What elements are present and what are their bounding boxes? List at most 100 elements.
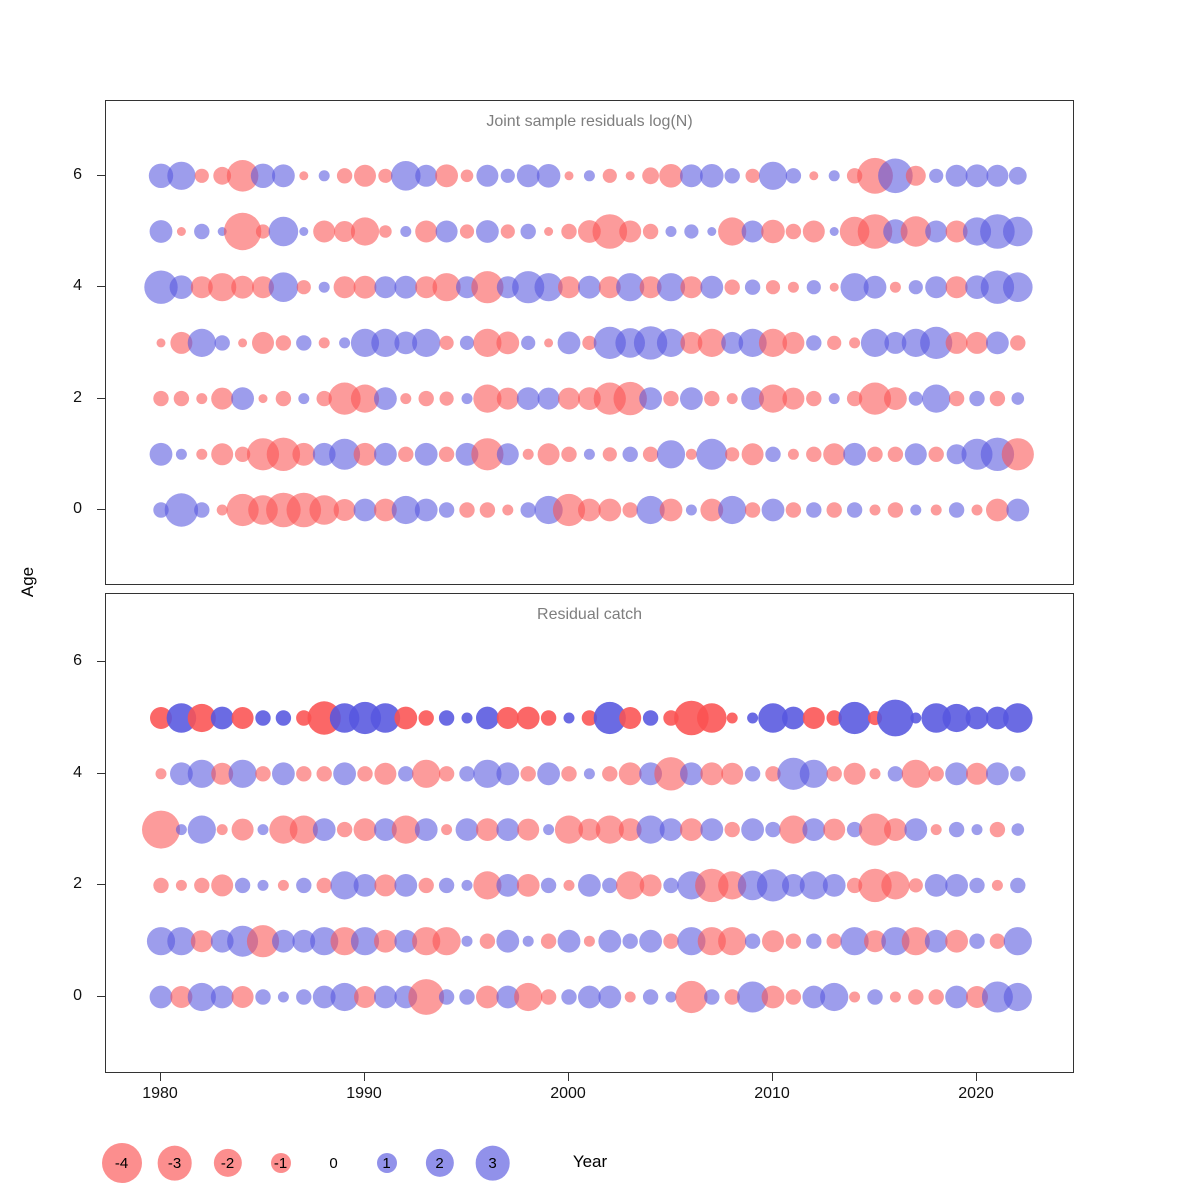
y-tick-mark	[97, 661, 105, 663]
residual-bubble	[166, 703, 197, 733]
residual-bubble	[268, 216, 299, 247]
residual-bubble	[333, 499, 356, 521]
residual-bubble	[758, 703, 788, 733]
residual-bubble	[561, 223, 577, 240]
residual-bubble	[1001, 438, 1034, 471]
residual-bubble	[616, 871, 645, 900]
residual-bubble	[394, 331, 418, 355]
residual-bubble	[412, 328, 441, 357]
residual-bubble	[680, 762, 703, 786]
residual-bubble	[846, 821, 863, 838]
residual-bubble	[785, 502, 802, 518]
residual-bubble	[226, 160, 259, 192]
residual-bubble	[765, 766, 781, 782]
residual-bubble	[966, 762, 988, 785]
residual-bubble	[292, 929, 316, 953]
residual-bubble	[1003, 703, 1033, 733]
residual-bubble	[656, 440, 686, 469]
residual-bubble	[476, 164, 499, 187]
residual-bubble	[659, 164, 683, 188]
residual-bubble	[945, 929, 968, 953]
residual-bubble	[785, 933, 802, 949]
residual-bubble	[864, 930, 886, 953]
legend-value-label: 0	[329, 1154, 338, 1172]
residual-bubble	[266, 437, 301, 471]
residual-bubble	[829, 282, 839, 292]
residual-bubble	[578, 985, 601, 1009]
residual-bubble	[765, 821, 781, 838]
residual-bubble	[277, 991, 289, 1003]
residual-bubble	[394, 275, 418, 299]
residual-bubble	[905, 165, 926, 186]
residual-bubble	[339, 337, 351, 349]
residual-bubble	[582, 335, 597, 350]
residual-bubble	[602, 877, 618, 894]
residual-bubble	[476, 220, 499, 243]
residual-bubble	[802, 220, 825, 243]
residual-bubble	[534, 273, 563, 302]
residual-bubble	[496, 762, 520, 786]
residual-bubble	[945, 164, 968, 187]
residual-bubble	[522, 448, 534, 460]
residual-bubble	[438, 989, 455, 1005]
y-axis-label: Age	[18, 566, 37, 598]
residual-bubble	[583, 768, 595, 780]
y-tick-label: 6	[73, 652, 82, 670]
residual-bubble	[374, 387, 397, 410]
residual-bubble	[613, 381, 647, 416]
legend-item: 3	[466, 1133, 519, 1193]
residual-bubble	[435, 220, 458, 243]
residual-bubble	[602, 766, 618, 782]
residual-bubble	[438, 502, 455, 518]
residual-bubble	[471, 438, 504, 471]
residual-bubble	[234, 877, 251, 894]
residual-bubble	[418, 390, 434, 407]
residual-bubble	[459, 766, 475, 782]
y-tick-label: 4	[73, 277, 82, 295]
residual-bubble	[353, 874, 377, 897]
residual-bubble	[680, 276, 703, 299]
residual-bubble	[581, 710, 598, 726]
residual-bubble	[785, 989, 802, 1005]
residual-bubble	[700, 164, 724, 188]
residual-bubble	[333, 762, 356, 786]
residual-bubble	[1010, 335, 1026, 351]
residual-bubble	[211, 443, 234, 466]
residual-bubble	[336, 821, 353, 838]
residual-bubble	[659, 498, 683, 522]
residual-bubble	[330, 871, 359, 900]
residual-bubble	[928, 446, 944, 462]
residual-bubble	[602, 168, 617, 183]
residual-bubble	[619, 707, 642, 729]
residual-bubble	[718, 927, 747, 956]
residual-bubble	[394, 874, 418, 897]
residual-bubble	[296, 710, 312, 726]
residual-bubble	[685, 448, 697, 460]
residual-bubble	[860, 328, 890, 357]
residual-bubble	[333, 276, 356, 299]
residual-bubble	[1010, 877, 1026, 894]
residual-bubble	[675, 980, 708, 1014]
residual-bubble	[231, 275, 254, 299]
residual-bubble	[761, 219, 785, 244]
residual-bubble	[677, 927, 706, 956]
residual-bubble	[400, 393, 412, 405]
residual-bubble	[858, 868, 892, 903]
residual-bubble	[741, 220, 764, 243]
residual-bubble	[616, 273, 645, 302]
residual-bubble	[194, 223, 210, 240]
residual-bubble	[438, 446, 455, 462]
residual-bubble	[544, 338, 554, 348]
residual-bubble	[520, 502, 536, 518]
residual-bubble	[268, 272, 299, 302]
residual-bubble	[552, 493, 586, 527]
residual-bubble	[459, 335, 475, 350]
residual-bubble	[330, 927, 359, 956]
residual-bubble	[592, 214, 628, 249]
residual-bubble	[945, 874, 968, 897]
residual-bubble	[275, 710, 292, 726]
residual-bubble	[656, 273, 686, 302]
residual-bubble	[561, 989, 577, 1005]
legend-item: 2	[413, 1133, 466, 1193]
residual-bubble	[537, 443, 560, 466]
